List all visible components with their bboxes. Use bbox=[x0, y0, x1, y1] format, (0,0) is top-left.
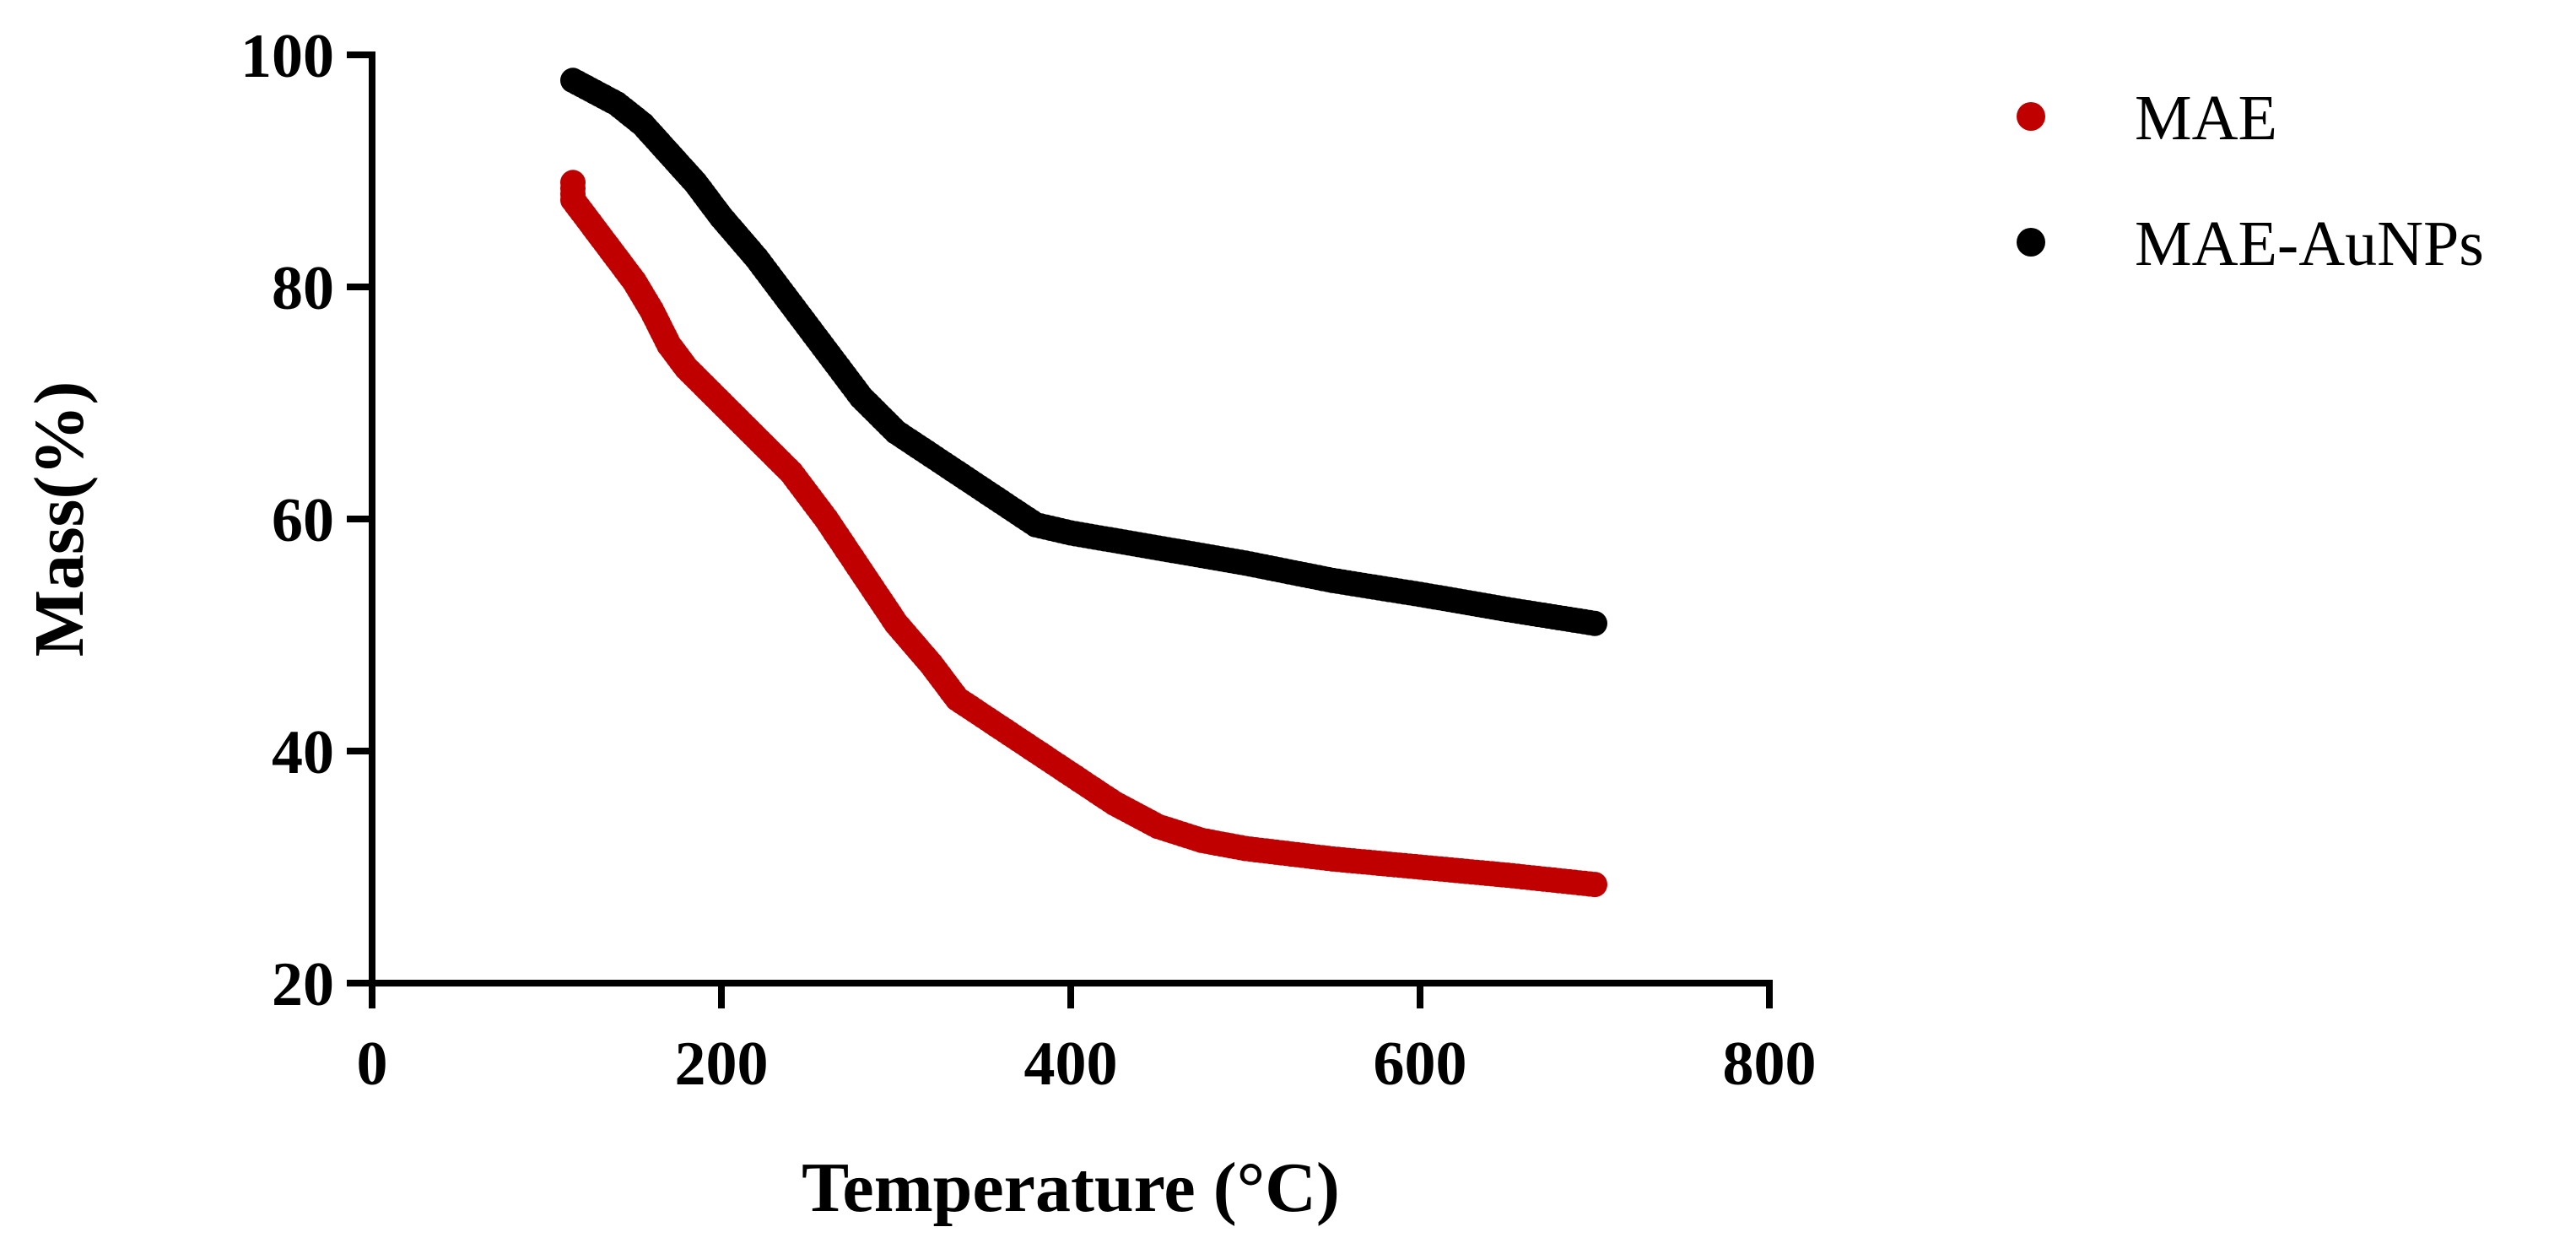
legend-label-mae: MAE bbox=[2135, 83, 2277, 154]
series-mae bbox=[560, 170, 1607, 898]
x-tick-label-800: 800 bbox=[1723, 1030, 1817, 1099]
data-point-mae-aunps-241 bbox=[1582, 610, 1607, 636]
legend-marker-mae-aunps bbox=[2017, 228, 2045, 257]
y-tick-label-20: 20 bbox=[272, 950, 334, 1019]
x-tick-label-0: 0 bbox=[357, 1030, 388, 1099]
series-mae-aunps bbox=[560, 68, 1607, 636]
plot-area bbox=[560, 68, 1607, 898]
legend: MAE MAE-AuNPs bbox=[2017, 83, 2484, 279]
legend-marker-mae bbox=[2017, 102, 2045, 131]
data-point-mae-262 bbox=[1582, 872, 1607, 898]
x-tick-label-600: 600 bbox=[1374, 1030, 1467, 1099]
y-axis-title: Mass(%) bbox=[20, 381, 99, 657]
legend-label-mae-aunps: MAE-AuNPs bbox=[2135, 208, 2484, 279]
legend-item-mae-aunps: MAE-AuNPs bbox=[2017, 208, 2484, 279]
axes: 0 200 400 600 800 20 40 60 80 100 bbox=[240, 22, 1817, 1099]
x-tick-label-400: 400 bbox=[1024, 1030, 1118, 1099]
y-tick-label-60: 60 bbox=[272, 486, 334, 555]
x-axis-title: Temperature (°C) bbox=[802, 1149, 1340, 1227]
y-ticks: 20 40 60 80 100 bbox=[240, 22, 372, 1019]
x-tick-label-200: 200 bbox=[675, 1030, 769, 1099]
y-tick-label-40: 40 bbox=[272, 718, 334, 787]
legend-item-mae: MAE bbox=[2017, 83, 2277, 154]
y-tick-label-100: 100 bbox=[240, 22, 334, 91]
y-tick-label-80: 80 bbox=[272, 254, 334, 323]
x-ticks: 0 200 400 600 800 bbox=[357, 983, 1817, 1099]
